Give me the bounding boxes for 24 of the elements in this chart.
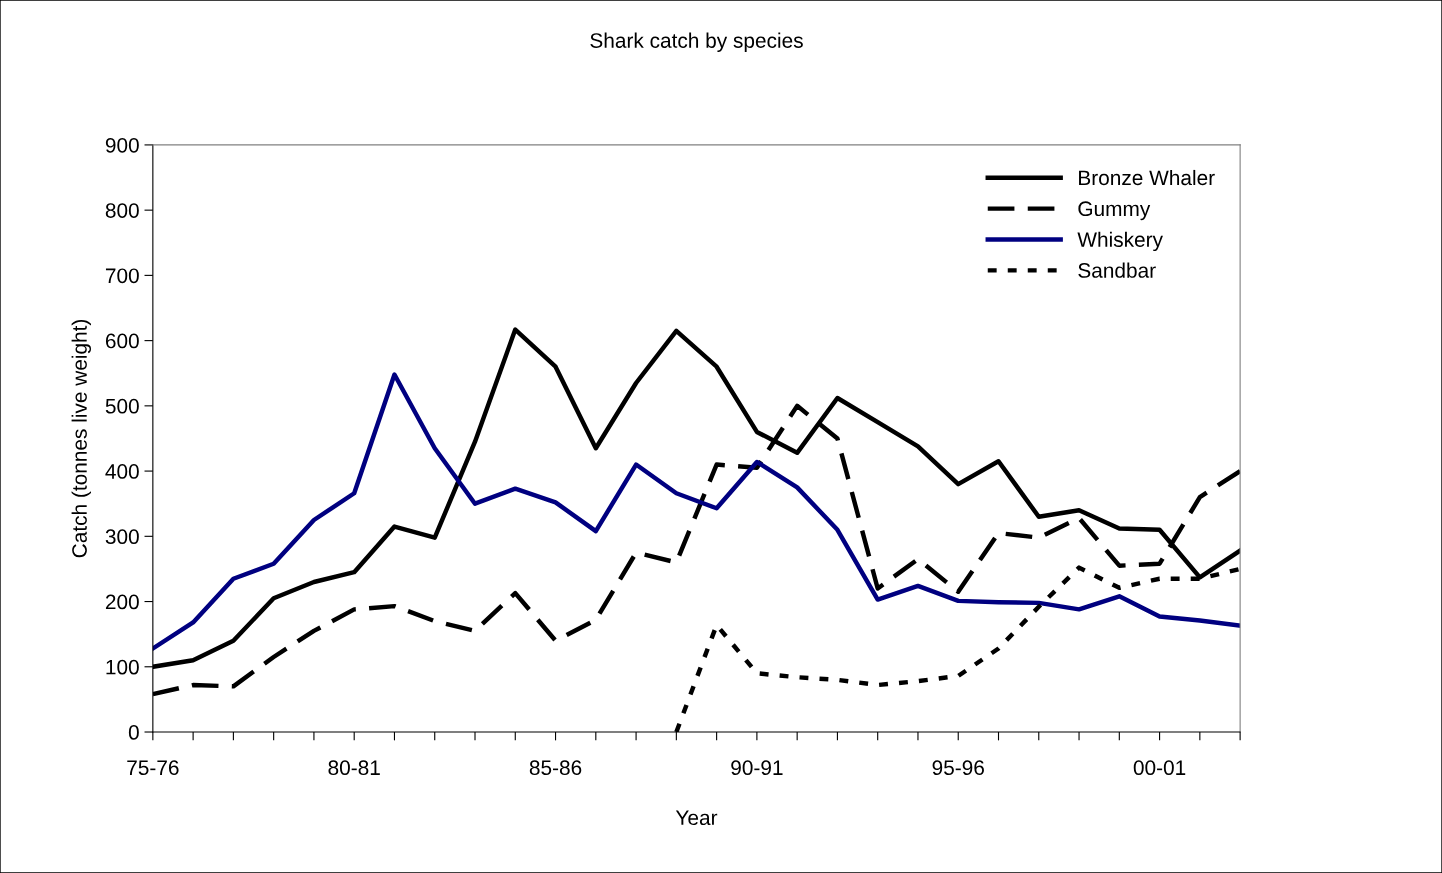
y-tick-label: 900 (105, 137, 139, 153)
line-series (152, 372, 1241, 651)
x-tick-label: 85-86 (529, 760, 582, 776)
y-tick-label: 0 (128, 725, 139, 740)
y-tick-label: 500 (105, 398, 139, 414)
y-tick-label: 800 (105, 203, 139, 218)
x-tick-label: 95-96 (932, 760, 984, 776)
y-tick-label: 700 (105, 268, 139, 284)
x-axis-title: Year (675, 810, 718, 826)
legend-label: Bronze Whaler (1079, 169, 1215, 186)
y-axis-title: Catch (tonnes live weight) (71, 319, 92, 558)
y-tick-label: 300 (105, 529, 139, 545)
y-tick-label: 200 (105, 594, 139, 610)
x-tick-label: 90-91 (731, 760, 783, 776)
x-tick-label: 75-76 (127, 760, 179, 776)
x-tick-label: 00-01 (1133, 760, 1186, 776)
legend-label: Whiskery (1077, 231, 1163, 252)
legend-label: Sandbar (1078, 262, 1156, 278)
chart-title: Shark catch by species (590, 32, 803, 53)
legend-label: Gummy (1078, 201, 1151, 221)
y-tick-label: 100 (106, 659, 139, 675)
y-tick-label: 600 (105, 333, 139, 349)
x-tick-label: 80-81 (328, 760, 380, 776)
y-tick-label: 400 (105, 464, 139, 479)
